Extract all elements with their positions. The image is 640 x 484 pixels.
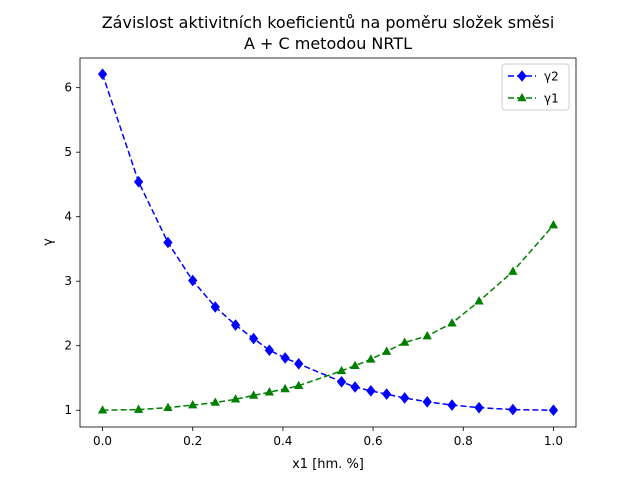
series-2 [97, 220, 559, 414]
chart-title-line2: A + C metodou NRTL [244, 34, 412, 53]
data-point [336, 376, 347, 388]
data-point [188, 400, 198, 409]
data-point [248, 332, 259, 345]
x-tick-label: 0.4 [273, 434, 292, 448]
data-point [280, 383, 290, 393]
y-tick-label: 5 [64, 145, 72, 159]
legend-marker [517, 70, 527, 82]
data-point [381, 388, 392, 400]
data-point [248, 390, 259, 399]
data-point [210, 397, 220, 406]
legend-item: γ2 [508, 70, 559, 84]
data-point [264, 387, 275, 396]
data-point [163, 402, 173, 411]
data-point [97, 405, 108, 414]
data-point [264, 344, 275, 357]
legend-marker [517, 92, 527, 102]
data-point [381, 346, 392, 355]
data-point [350, 360, 360, 370]
data-point [447, 318, 457, 327]
data-point [336, 365, 347, 375]
x-tick-label: 0.8 [454, 434, 473, 448]
data-point [230, 394, 241, 403]
data-point [548, 404, 559, 417]
legend-label: γ2 [544, 70, 559, 84]
data-point [163, 236, 173, 249]
chart-title-line1: Závislost aktivitních koeficientů na pom… [102, 13, 555, 32]
x-tick-label: 0.6 [364, 434, 383, 448]
data-point [294, 380, 304, 390]
data-point [508, 403, 518, 416]
data-point [548, 220, 559, 229]
data-point [280, 352, 290, 364]
data-point [447, 399, 457, 411]
data-point [422, 331, 432, 340]
data-point [133, 404, 144, 413]
y-tick-label: 6 [64, 81, 72, 95]
series-line [102, 224, 555, 411]
data-point [422, 396, 432, 408]
series-layer [97, 68, 559, 417]
data-point [366, 385, 376, 397]
legend-item: γ1 [508, 92, 559, 106]
data-point [508, 266, 518, 275]
data-point [474, 296, 484, 305]
legend-label: γ1 [544, 92, 559, 106]
data-point [188, 274, 198, 287]
data-point [400, 392, 410, 404]
series-1 [97, 68, 559, 417]
data-point [350, 381, 360, 393]
data-point [366, 354, 376, 363]
legend-box [501, 63, 570, 111]
data-point [294, 357, 304, 370]
plot-area [80, 58, 576, 427]
data-point [474, 401, 484, 414]
data-point [133, 176, 144, 188]
y-tick-label: 3 [64, 274, 72, 288]
y-tick-label: 2 [64, 339, 72, 353]
axes-layer: 0.0 0.2 0.4 0.6 0.8 1.0 1 2 3 4 5 6 [64, 81, 563, 448]
data-point [210, 301, 220, 313]
data-point [230, 319, 241, 331]
plot-frame [79, 57, 577, 428]
y-tick-label: 4 [64, 210, 72, 224]
data-point [400, 337, 410, 346]
x-tick-label: 0.0 [93, 434, 112, 448]
x-tick-label: 0.2 [183, 434, 202, 448]
x-tick-label: 1.0 [544, 434, 563, 448]
legend: γ2 γ1 [501, 63, 570, 111]
y-tick-label: 1 [64, 403, 72, 417]
y-axis-label: γ [41, 238, 56, 246]
x-axis-label: x1 [hm. %] [292, 457, 364, 472]
data-point [97, 68, 108, 80]
